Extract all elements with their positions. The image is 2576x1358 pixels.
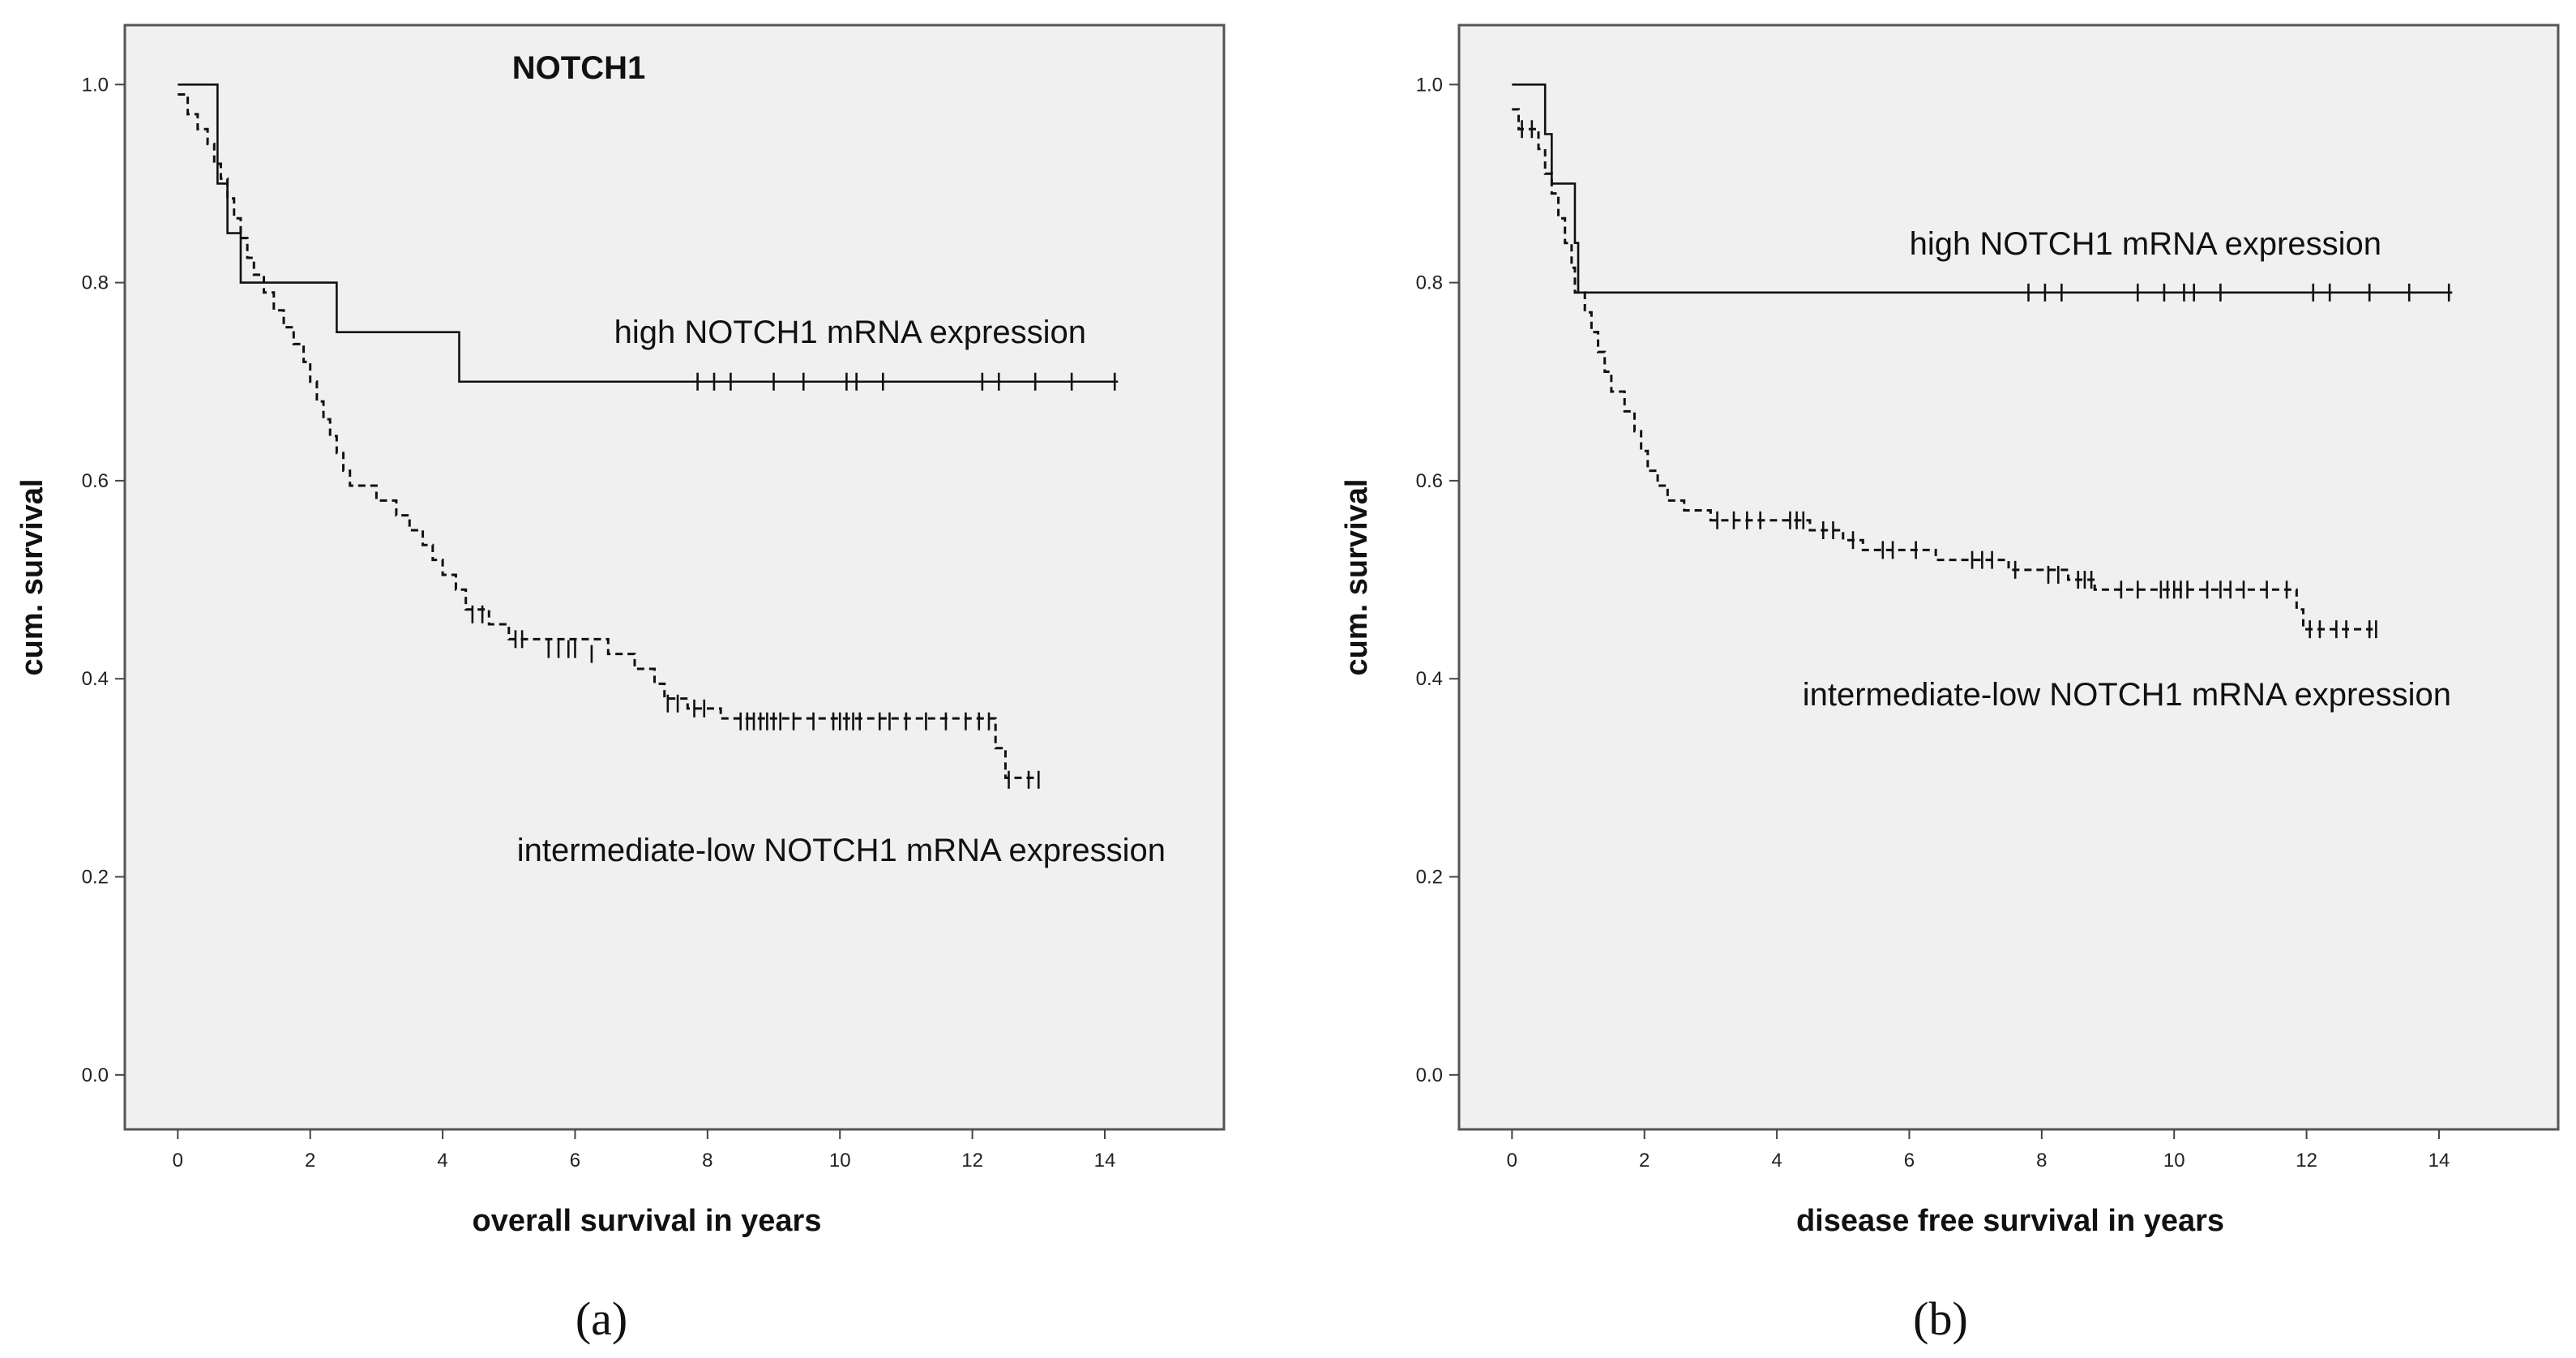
annotation-high-a: high NOTCH1 mRNA expression bbox=[614, 315, 1086, 350]
x-tick-label: 0 bbox=[173, 1150, 183, 1172]
x-tick-label: 0 bbox=[1507, 1150, 1517, 1172]
survival-curve-high bbox=[178, 83, 1119, 383]
x-tick-label: 10 bbox=[829, 1150, 851, 1172]
survival-curve-intermediate-low bbox=[178, 93, 1039, 779]
plot-area-b bbox=[1457, 24, 2560, 1131]
x-tick-label: 2 bbox=[305, 1150, 315, 1172]
y-tick-label: 0.4 bbox=[1416, 668, 1443, 690]
y-ticks-a: 0.0 0.2 0.4 0.6 0.8 1.0 bbox=[82, 74, 125, 1086]
annotation-low-a: intermediate-low NOTCH1 mRNA expression bbox=[517, 833, 1166, 868]
x-ticks-b: 0 2 4 6 8 10 12 14 bbox=[1507, 1129, 2450, 1172]
x-tick-label: 6 bbox=[1904, 1150, 1915, 1172]
y-tick-label: 0.0 bbox=[82, 1065, 109, 1086]
y-tick-label: 0.8 bbox=[1416, 272, 1443, 294]
panel-a: 0 2 4 6 8 10 12 14 0.0 0.2 0.4 0.6 0.8 1.0 NOTCH1 hi… bbox=[15, 24, 1226, 1345]
y-tick-label: 0.6 bbox=[82, 470, 109, 492]
annotation-low-b: intermediate-low NOTCH1 mRNA expression bbox=[1803, 677, 2451, 713]
survival-curve-high bbox=[1512, 83, 2453, 294]
y-axis-label-a: cum. survival bbox=[15, 479, 49, 676]
y-axis-label-b: cum. survival bbox=[1340, 479, 1374, 676]
panel-label-a: (a) bbox=[576, 1292, 627, 1345]
plot-area-a bbox=[123, 24, 1226, 1131]
y-tick-label: 0.2 bbox=[82, 867, 109, 889]
y-tick-label: 0.0 bbox=[1416, 1065, 1443, 1086]
x-axis-label-b: disease free survival in years bbox=[1796, 1204, 2224, 1238]
y-ticks-b: 0.0 0.2 0.4 0.6 0.8 1.0 bbox=[1416, 74, 1459, 1086]
y-tick-label: 0.6 bbox=[1416, 470, 1443, 492]
x-axis-label-a: overall survival in years bbox=[473, 1204, 822, 1238]
x-tick-label: 12 bbox=[961, 1150, 983, 1172]
x-tick-label: 4 bbox=[437, 1150, 447, 1172]
x-ticks-a: 0 2 4 6 8 10 12 14 bbox=[173, 1129, 1116, 1172]
x-tick-label: 6 bbox=[570, 1150, 580, 1172]
series-b bbox=[1512, 83, 2453, 639]
x-tick-label: 14 bbox=[1094, 1150, 1116, 1172]
x-tick-label: 2 bbox=[1639, 1150, 1650, 1172]
x-tick-label: 14 bbox=[2428, 1150, 2450, 1172]
x-tick-label: 4 bbox=[1771, 1150, 1782, 1172]
chart-title-a: NOTCH1 bbox=[512, 50, 645, 86]
panel-b: 0 2 4 6 8 10 12 14 0.0 0.2 0.4 0.6 0.8 1.0 high NOTC… bbox=[1340, 24, 2560, 1345]
panel-label-b: (b) bbox=[1913, 1292, 1968, 1345]
x-tick-label: 8 bbox=[702, 1150, 712, 1172]
y-tick-label: 1.0 bbox=[82, 74, 109, 96]
y-tick-label: 0.4 bbox=[82, 668, 109, 690]
y-tick-label: 1.0 bbox=[1416, 74, 1443, 96]
x-tick-label: 8 bbox=[2036, 1150, 2047, 1172]
annotation-high-b: high NOTCH1 mRNA expression bbox=[1910, 226, 2381, 262]
x-tick-label: 12 bbox=[2296, 1150, 2317, 1172]
series-a bbox=[178, 83, 1119, 789]
x-tick-label: 10 bbox=[2163, 1150, 2185, 1172]
y-tick-label: 0.2 bbox=[1416, 867, 1443, 889]
y-tick-label: 0.8 bbox=[82, 272, 109, 294]
